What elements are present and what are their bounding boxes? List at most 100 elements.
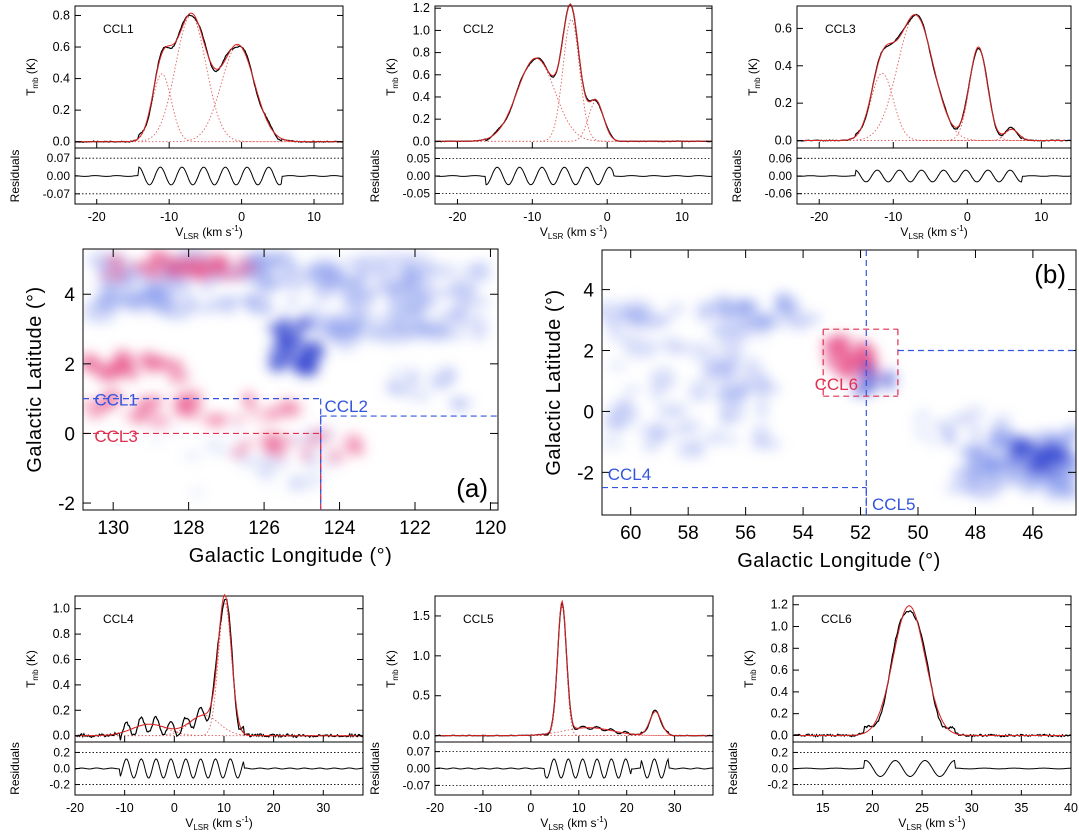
y-tick-label: 0.2: [53, 103, 70, 117]
blue-cloud-clump: [971, 444, 982, 454]
red-cloud-clump: [106, 391, 119, 409]
y-tick-label: 0.8: [413, 46, 430, 60]
region-ccl2-boundary: [320, 415, 498, 510]
y-tick-label: 0.8: [53, 627, 70, 641]
blue-cloud-clump: [756, 394, 768, 420]
blue-cloud-clump: [304, 257, 343, 285]
y-tick-label: 0.6: [53, 652, 70, 666]
y-tick-label: 0.0: [775, 134, 792, 148]
blue-cloud-clump: [96, 293, 106, 314]
blue-cloud-clump: [608, 362, 627, 370]
observed-spectrum: [792, 610, 1072, 738]
blue-cloud-clump: [280, 312, 290, 333]
blue-cloud-clump: [1007, 439, 1032, 456]
x-tick-label: -10: [523, 210, 541, 224]
x-axis-label: VLSR (km s-1): [540, 224, 607, 241]
spectrum-ccl5: CCL5 -20 -10 0 10 20 30 0.0 0.5 1.0 1.5 0.07 0.00 -0.…: [368, 595, 714, 832]
blue-cloud-clump: [727, 351, 743, 369]
blue-cloud-clump: [919, 408, 930, 420]
blue-cloud-clump: [96, 265, 106, 273]
blue-cloud-clump: [978, 459, 1002, 467]
blue-cloud-clump: [291, 473, 304, 487]
red-cloud-clump: [269, 411, 278, 420]
x-tick-label: 10: [307, 210, 321, 224]
region-ccl4-label: CCL4: [608, 465, 651, 484]
component-1-curve: [797, 72, 1071, 141]
x-tick-label: -10: [884, 210, 902, 224]
blue-cloud-clump: [967, 431, 985, 438]
red-cloud-clump: [148, 413, 170, 429]
blue-cloud-clump: [761, 314, 779, 331]
x-axis-label: VLSR (km s-1): [540, 815, 607, 832]
blue-cloud-clump: [449, 398, 475, 409]
component-4-curve: [797, 128, 1071, 141]
blue-cloud-clump: [701, 361, 735, 385]
blue-cloud-clump: [792, 300, 802, 311]
x-tick-label: 0: [171, 801, 178, 815]
region-ccl6-label: CCL6: [815, 375, 858, 394]
blue-cloud-clump: [257, 463, 272, 480]
blue-cloud-clump: [166, 297, 179, 308]
blue-cloud-clump: [164, 279, 189, 297]
blue-cloud-clump: [411, 389, 431, 403]
x-tick-label: 35: [1014, 801, 1028, 815]
x-tick-label: -10: [160, 210, 178, 224]
component-1-curve: [435, 57, 712, 142]
y-tick-label: 0.6: [413, 68, 430, 82]
red-cloud-clump: [92, 399, 108, 411]
blue-cloud-clump: [659, 426, 690, 435]
blue-cloud-clump: [784, 309, 799, 321]
x-tick-label: -20: [426, 801, 444, 815]
y-tick-label: 0.0: [413, 729, 430, 743]
residual-tick-label: 0.0: [771, 762, 788, 776]
x-tick-label: 50: [907, 523, 928, 544]
blue-cloud-clump: [1065, 489, 1076, 498]
red-cloud-clump: [834, 364, 844, 378]
blue-cloud-clump: [469, 314, 488, 342]
residual-tick-label: -0.05: [403, 187, 431, 201]
blue-cloud-clump: [259, 277, 284, 290]
map-b: 60 58 56 54 52 50 48 46 -2 0 2 4 Galactic Longitude …: [543, 249, 1077, 572]
blue-cloud-clump: [886, 379, 896, 392]
panel-title: CCL5: [463, 612, 494, 626]
blue-cloud-clump: [354, 304, 367, 330]
blue-cloud-clump: [607, 401, 640, 427]
red-cloud-clump: [126, 365, 140, 381]
red-cloud-clump: [110, 272, 119, 280]
x-tick-label: 130: [97, 518, 129, 539]
spectrum-ccl6: CCL6 15 20 25 30 35 40 0.0 0.2 0.4 0.6 0.8 1.0 1.2 0.2…: [726, 595, 1078, 832]
spectrum-ccl1: CCL1 -20 -10 0 10 0.0 0.2 0.4 0.6 0.8 0.07 0.00 -0.0…: [8, 5, 344, 241]
blue-cloud-clump: [727, 334, 754, 342]
red-cloud-clump: [163, 358, 183, 368]
x-tick-label: 52: [850, 523, 871, 544]
blue-cloud-clump: [184, 450, 202, 462]
blue-cloud-clump: [733, 297, 749, 310]
residuals-label: Residuals: [726, 742, 740, 795]
spectrum-ccl4: CCL4 -20 -10 0 10 20 30 0.0 0.2 0.4 0.6 0.8 1.0 0.2 0.…: [8, 593, 364, 832]
fit-curve: [75, 593, 363, 737]
blue-cloud-clump: [203, 438, 227, 452]
residual-tick-label: -0.2: [49, 778, 70, 792]
red-cloud-clump: [100, 271, 114, 280]
blue-cloud-clump: [718, 293, 731, 315]
blue-cloud-clump: [294, 324, 311, 332]
red-cloud-clump: [227, 415, 249, 423]
x-tick-label: 0: [604, 210, 611, 224]
blue-cloud-clump: [606, 316, 623, 335]
red-cloud-clump: [83, 398, 95, 412]
blue-cloud-clump: [966, 478, 1002, 499]
red-cloud-clump: [254, 413, 264, 422]
residual-tick-label: 0.00: [47, 169, 71, 183]
y-tick-label: 0.5: [413, 689, 430, 703]
blue-cloud-clump: [1064, 425, 1076, 442]
blue-cloud-clump: [292, 317, 315, 328]
y-tick-label: 1.0: [413, 649, 430, 663]
residuals-label: Residuals: [368, 742, 382, 795]
x-axis-label: Galactic Longitude (°): [737, 550, 941, 572]
y-tick-label: 0: [64, 424, 75, 445]
x-tick-label: 15: [816, 801, 830, 815]
residual-tick-label: -0.07: [43, 187, 71, 201]
blue-cloud-clump: [379, 319, 406, 346]
red-cloud-clump: [111, 253, 124, 270]
y-tick-label: 0.4: [413, 90, 430, 104]
